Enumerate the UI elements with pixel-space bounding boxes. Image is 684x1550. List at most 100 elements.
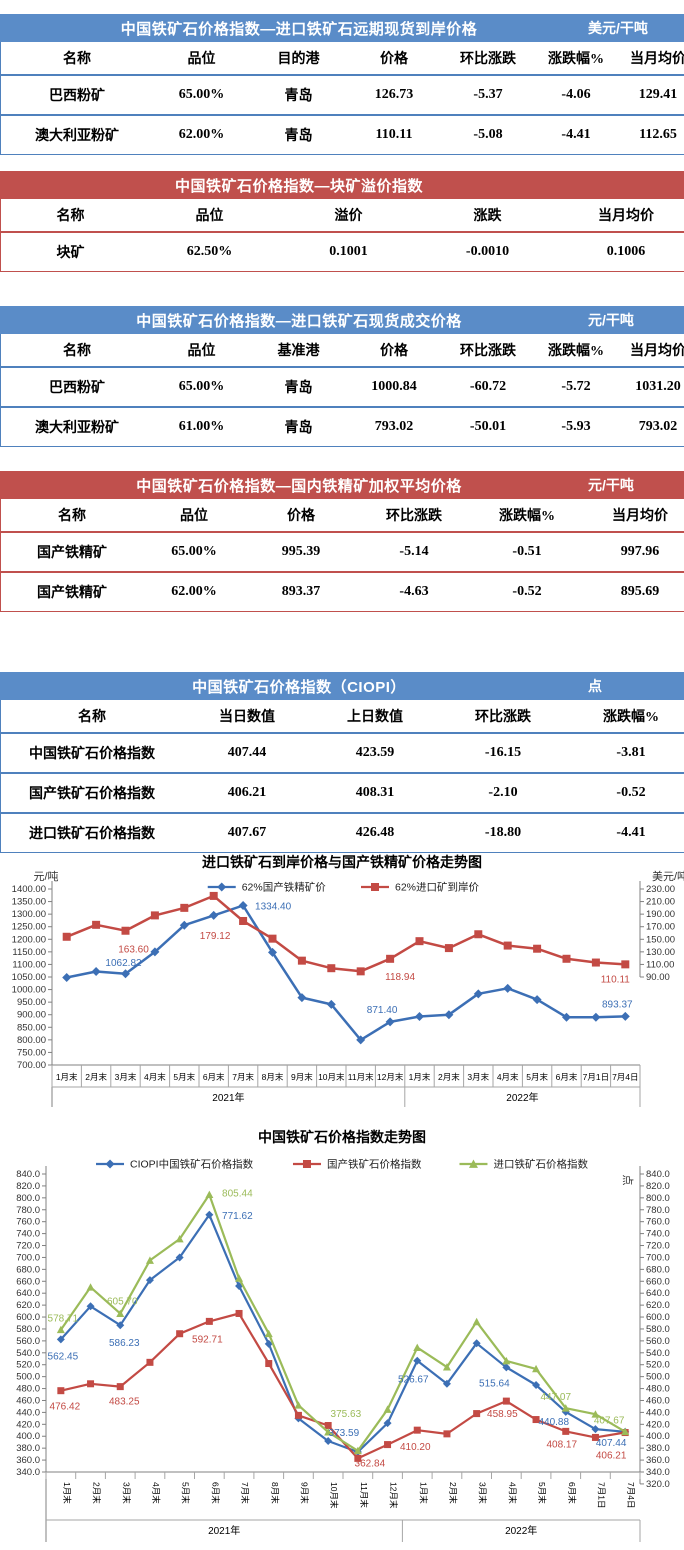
data-point-marker: [474, 930, 482, 938]
chart-title: 中国铁矿石价格指数走势图: [258, 1129, 426, 1145]
table-cell: 62.00%: [153, 115, 250, 155]
left-axis-tick-label: 400.0: [16, 1431, 40, 1442]
data-point-annotation: 362.84: [355, 1458, 386, 1469]
year-label: 2022年: [505, 1524, 537, 1537]
table-cell: -3.81: [567, 733, 684, 773]
table-cell: 进口铁矿石价格指数: [1, 813, 184, 853]
right-axis-tick-label: 110.00: [646, 959, 674, 970]
table-cell: 793.02: [347, 407, 441, 447]
table-cell: -0.0010: [418, 232, 557, 272]
left-axis-tick-label: 1250.00: [12, 922, 46, 933]
table-cell: 国产铁精矿: [1, 532, 144, 572]
table-title: 中国铁矿石价格指数—进口铁矿石远期现货到岸价格: [10, 18, 588, 39]
column-header: 涨跌幅%: [471, 499, 583, 532]
column-header: 涨跌幅%: [567, 700, 684, 733]
right-axis-tick-label: 600.0: [646, 1312, 670, 1323]
right-axis-tick-label: 320.0: [646, 1479, 670, 1490]
table-cell: 1031.20: [617, 367, 684, 407]
data-point-marker: [176, 1330, 183, 1337]
left-axis-tick-label: 800.0: [16, 1193, 40, 1204]
table-cell: 423.59: [311, 733, 439, 773]
data-point-marker: [371, 883, 379, 891]
table-cell: 995.39: [245, 532, 357, 572]
left-axis-tick-label: 1300.00: [12, 909, 46, 920]
right-axis-tick-label: 700.0: [646, 1252, 670, 1263]
data-point-marker: [265, 1360, 272, 1367]
right-axis-tick-label: 460.0: [646, 1395, 670, 1406]
column-header: 环比涨跌: [357, 499, 471, 532]
column-header: 涨跌幅%: [535, 42, 617, 75]
right-axis-tick-label: 520.0: [646, 1360, 670, 1371]
data-point-marker: [236, 1310, 243, 1317]
data-point-marker: [473, 1410, 480, 1417]
data-point-annotation: 1062.82: [105, 958, 142, 969]
right-axis-tick-label: 500.0: [646, 1372, 670, 1383]
table-cell: 997.96: [583, 532, 684, 572]
left-axis-tick-label: 360.0: [16, 1455, 40, 1466]
data-point-annotation: 592.71: [192, 1334, 223, 1345]
table-cell: -0.52: [471, 572, 583, 612]
right-axis-tick-label: 190.00: [646, 909, 675, 920]
column-header: 上日数值: [311, 700, 439, 733]
left-axis-tick-label: 840.0: [16, 1169, 40, 1180]
x-axis-category-label: 5月末: [173, 1072, 195, 1082]
x-axis-category-label: 2月末: [438, 1072, 460, 1082]
data-point-marker: [106, 1160, 115, 1169]
right-axis-tick-label: 230.00: [646, 884, 675, 895]
x-axis-category-label: 7月末: [232, 1072, 254, 1082]
right-axis-tick-label: 780.0: [646, 1205, 670, 1216]
right-axis-tick-label: 540.0: [646, 1348, 670, 1359]
column-header: 价格: [347, 334, 441, 367]
table-cell: 国产铁矿石价格指数: [1, 773, 184, 813]
year-label: 2021年: [208, 1524, 240, 1537]
table-cell: -5.14: [357, 532, 471, 572]
left-axis-tick-label: 580.0: [16, 1324, 40, 1335]
data-point-annotation: 410.20: [400, 1442, 431, 1453]
table-cell: 895.69: [583, 572, 684, 612]
left-axis-tick-label: 700.0: [16, 1252, 40, 1263]
right-axis-tick-label: 580.0: [646, 1324, 670, 1335]
right-axis-tick-label: 150.00: [646, 934, 675, 945]
left-axis-tick-label: 720.0: [16, 1241, 40, 1252]
column-header: 环比涨跌: [441, 334, 535, 367]
table-cell: 65.00%: [153, 367, 250, 407]
x-axis-category-label: 5月末: [537, 1482, 547, 1504]
x-axis-category-label: 10月末: [329, 1482, 339, 1509]
data-point-marker: [217, 883, 226, 892]
table-cell: 407.67: [183, 813, 311, 853]
left-axis-tick-label: 420.0: [16, 1419, 40, 1430]
data-point-annotation: 805.44: [222, 1189, 253, 1200]
right-axis-tick-label: 400.0: [646, 1431, 670, 1442]
data-point-marker: [303, 1160, 311, 1168]
column-header: 品位: [143, 499, 245, 532]
legend-item: 国产铁矿石价格指数: [293, 1158, 422, 1171]
left-axis-tick-label: 540.0: [16, 1348, 40, 1359]
table-cell: 65.00%: [143, 532, 245, 572]
column-header: 当月均价: [583, 499, 684, 532]
column-header-row: 名称品位基准港价格环比涨跌涨跌幅%当月均价: [1, 334, 684, 367]
left-axis-tick-label: 440.0: [16, 1407, 40, 1418]
x-axis-category-label: 3月末: [467, 1072, 489, 1082]
table-cell: 406.21: [183, 773, 311, 813]
column-header: 品位: [140, 199, 279, 232]
right-axis-tick-label: 620.0: [646, 1300, 670, 1311]
left-axis-tick-label: 1050.00: [12, 972, 46, 983]
table-cell: 块矿: [1, 232, 141, 272]
table-cell: -4.41: [535, 115, 617, 155]
table-cell: 中国铁矿石价格指数: [1, 733, 184, 773]
data-point-annotation: 476.42: [50, 1402, 81, 1413]
data-point-marker: [62, 973, 71, 982]
data-point-annotation: 893.37: [602, 999, 633, 1010]
column-header: 名称: [1, 700, 184, 733]
column-header: 名称: [1, 199, 141, 232]
x-axis-category-label: 12月末: [389, 1482, 399, 1509]
data-point-marker: [533, 945, 541, 953]
